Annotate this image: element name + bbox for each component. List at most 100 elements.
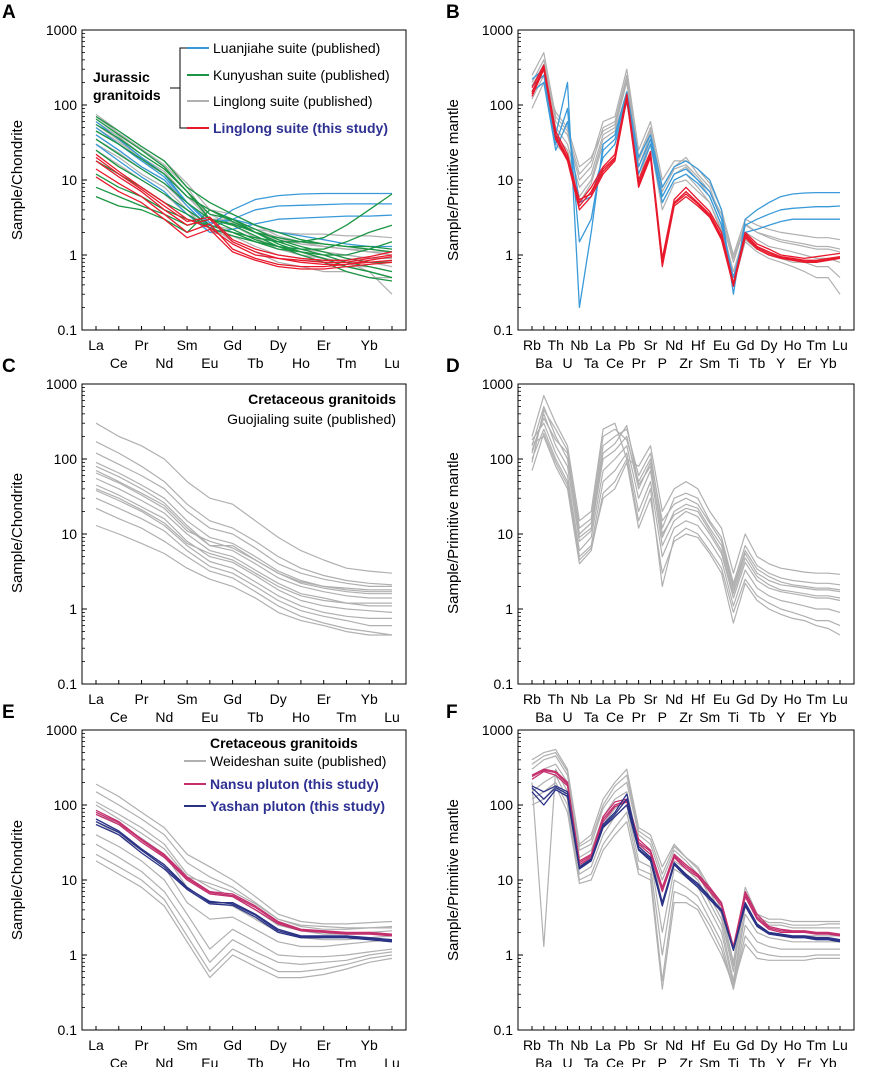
series-line-kunyushan-suite-published — [95, 123, 392, 263]
x-tick-label: Gd — [736, 691, 755, 707]
x-tick-label: Zr — [679, 355, 693, 371]
x-tick-label: Yb — [361, 691, 378, 707]
x-tick-label: Dy — [270, 1037, 287, 1053]
x-tick-label: Sr — [643, 337, 657, 353]
series-line-weideshan-suite-published — [95, 860, 393, 979]
x-tick-label: Hf — [691, 691, 705, 707]
panel-c-letter: C — [2, 356, 16, 377]
y-tick-label: 1000 — [482, 376, 513, 392]
series-line-weideshan-suite-published — [531, 785, 840, 990]
series-line-weideshan-suite-published — [95, 843, 393, 966]
series-line-linglong-suite-published — [95, 124, 393, 239]
legend-group-cretaceous-e: Cretaceous granitoids — [210, 735, 358, 751]
x-tick-label: Lu — [832, 1037, 848, 1053]
series-line-guojialing-suite-published — [531, 435, 841, 627]
x-tick-label: Ti — [728, 1055, 739, 1067]
x-tick-label: Er — [317, 1037, 331, 1053]
series-line-guojialing-suite-published — [95, 452, 392, 588]
series-line-guojialing-suite-published — [95, 484, 393, 613]
x-tick-label: Er — [317, 691, 331, 707]
panel-e-legend: Cretaceous granitoids Weideshan suite (p… — [184, 735, 386, 814]
x-tick-label: Sm — [699, 1055, 720, 1067]
y-tick-label: 1 — [505, 247, 513, 263]
x-tick-label: Ho — [292, 1055, 310, 1067]
x-tick-label: Nd — [665, 1037, 683, 1053]
panel-e-letter: E — [2, 702, 15, 723]
x-tick-label: Sr — [643, 691, 657, 707]
series-line-guojialing-suite-published — [95, 472, 392, 591]
series-line-linglong-suite-this-study — [95, 168, 393, 268]
series-line-guojialing-suite-published — [531, 417, 841, 591]
x-tick-label: Nb — [570, 1037, 588, 1053]
x-tick-label: Tb — [749, 355, 766, 371]
legend-label-linglong-this: Linglong suite (this study) — [213, 120, 388, 136]
x-tick-label: Yb — [820, 1055, 837, 1067]
panel-b: B Sample/Primitive mantle 0.11101001000 … — [445, 2, 855, 371]
panel-d-lines — [531, 395, 841, 636]
x-tick-label: U — [562, 709, 572, 725]
x-tick-label: Tm — [806, 691, 826, 707]
series-line-guojialing-suite-published — [95, 465, 392, 595]
x-tick-label: La — [595, 691, 611, 707]
panel-e-ylabel: Sample/Chondrite — [9, 820, 26, 940]
panel-d-yticks: 0.1 1 10 100 1000 — [482, 376, 523, 692]
x-tick-label: Lu — [832, 337, 848, 353]
series-line-linglong-suite-this-study — [95, 176, 393, 270]
series-line-nansu-pluton-this-study — [95, 809, 393, 935]
legend-label-kunyushan: Kunyushan suite (published) — [213, 67, 390, 83]
y-tick-label: 0.1 — [494, 676, 514, 692]
panel-d-frame — [517, 383, 855, 685]
x-tick-label: Eu — [713, 337, 730, 353]
x-tick-label: Pr — [135, 337, 149, 353]
series-line-yashan-pluton-this-study — [531, 789, 841, 952]
x-tick-label: Pr — [135, 1037, 149, 1053]
x-tick-label: Ce — [606, 355, 624, 371]
y-tick-label: 100 — [490, 97, 514, 113]
y-tick-label: 10 — [61, 172, 77, 188]
x-tick-label: Nd — [665, 691, 683, 707]
x-tick-label: Sm — [699, 709, 720, 725]
y-tick-label: 1 — [69, 601, 77, 617]
x-tick-label: Ce — [606, 709, 624, 725]
x-tick-label: Dy — [270, 691, 287, 707]
x-tick-label: Gd — [736, 337, 755, 353]
series-line-guojialing-suite-published — [531, 428, 841, 613]
x-tick-label: Y — [776, 709, 786, 725]
x-tick-label: Tm — [336, 355, 356, 371]
series-line-weideshan-suite-published — [95, 853, 393, 973]
panel-f-ylabel: Sample/Primitive mantle — [445, 799, 462, 961]
x-tick-label: Zr — [679, 1055, 693, 1067]
x-tick-label: Tb — [247, 1055, 264, 1067]
y-tick-label: 10 — [497, 526, 513, 542]
y-tick-label: 1000 — [46, 722, 77, 738]
x-tick-label: Ta — [584, 1055, 599, 1067]
series-line-guojialing-suite-published — [95, 441, 393, 586]
x-tick-label: Gd — [223, 1037, 242, 1053]
x-tick-label: Y — [776, 355, 786, 371]
x-tick-label: Dy — [760, 691, 777, 707]
x-tick-label: Ta — [584, 709, 599, 725]
x-tick-label: Er — [797, 355, 811, 371]
panel-a-letter: A — [2, 2, 16, 23]
x-tick-label: Sm — [699, 355, 720, 371]
series-line-weideshan-suite-published — [95, 834, 393, 958]
x-tick-label: Lu — [384, 1055, 400, 1067]
series-line-guojialing-suite-published — [531, 422, 841, 602]
series-line-linglong-suite-published — [531, 74, 841, 259]
panel-c: C Sample/Chondrite 0.1 1 10 100 1000 La Ce Pr N… — [2, 356, 407, 725]
x-tick-label: La — [595, 1037, 611, 1053]
legend-label-nansu: Nansu pluton (this study) — [210, 776, 379, 792]
series-line-guojialing-suite-published — [531, 395, 841, 575]
series-line-guojialing-suite-published — [95, 477, 392, 607]
x-tick-label: Nb — [570, 691, 588, 707]
legend-background — [180, 34, 402, 140]
series-line-linglong-suite-this-study — [531, 68, 841, 288]
x-tick-label: Rb — [523, 1037, 541, 1053]
panel-b-letter: B — [446, 2, 460, 23]
x-tick-label: Pr — [632, 355, 646, 371]
panel-a-yticks: 0.1 1 10 100 1000 — [46, 22, 87, 338]
panel-d-xticks: Rb Ba Th U Nb Ta La Ce Pb Pr SrP Nd Zr Hf Sm Eu Ti Gd Tb Dy… — [523, 680, 848, 725]
y-tick-label: 10 — [61, 872, 77, 888]
